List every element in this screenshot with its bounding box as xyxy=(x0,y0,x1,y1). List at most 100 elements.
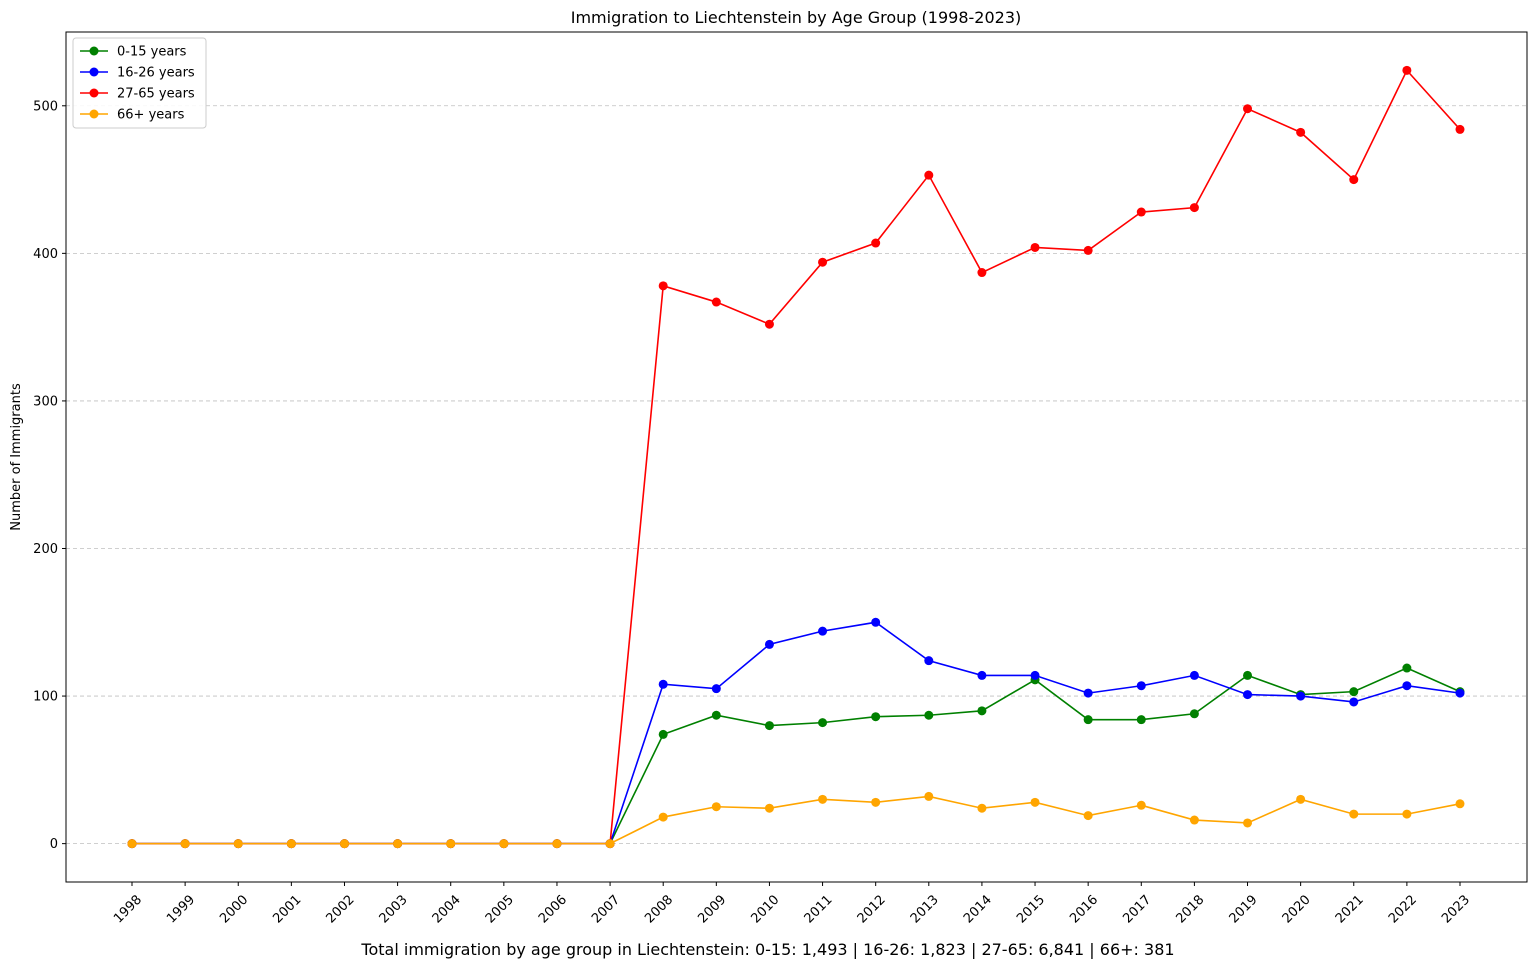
data-point xyxy=(1296,794,1306,804)
x-tick-label: 2018 xyxy=(1173,892,1207,926)
data-point xyxy=(1136,207,1146,217)
x-tick-label: 2022 xyxy=(1386,892,1420,926)
data-point xyxy=(1189,203,1199,213)
data-point xyxy=(1455,799,1465,809)
data-point xyxy=(924,656,934,666)
x-tick-label: 2013 xyxy=(908,892,942,926)
data-point xyxy=(1402,681,1412,691)
data-point xyxy=(818,794,828,804)
data-point xyxy=(658,281,668,291)
plot-frame xyxy=(65,31,1528,883)
data-point xyxy=(1243,818,1253,828)
data-point xyxy=(1083,811,1093,821)
data-point xyxy=(977,706,987,716)
data-point xyxy=(764,803,774,813)
data-point xyxy=(1136,800,1146,810)
legend-marker xyxy=(89,88,99,98)
data-point xyxy=(1402,663,1412,673)
series-line xyxy=(132,621,1461,845)
y-axis-label: Number of Immigrants xyxy=(9,383,24,531)
data-point xyxy=(499,839,509,849)
series-66-years xyxy=(127,791,1465,849)
data-point xyxy=(1349,809,1359,819)
data-point xyxy=(977,268,987,278)
legend-label: 66+ years xyxy=(117,108,185,123)
data-point xyxy=(1189,815,1199,825)
gridlines xyxy=(66,105,1527,845)
x-tick-label: 2008 xyxy=(642,892,676,926)
data-point xyxy=(1243,690,1253,700)
data-point xyxy=(977,803,987,813)
data-point xyxy=(711,684,721,694)
x-tick-label: 2003 xyxy=(377,892,411,926)
series-16-26-years xyxy=(127,617,1465,849)
y-tick-label: 300 xyxy=(33,394,58,409)
data-point xyxy=(711,297,721,307)
x-tick-label: 2016 xyxy=(1067,892,1101,926)
data-point xyxy=(658,729,668,739)
x-tick-label: 2000 xyxy=(217,892,251,926)
data-point xyxy=(1083,688,1093,698)
series-0-15-years xyxy=(127,663,1465,849)
x-tick-label: 2006 xyxy=(536,892,570,926)
line-chart: Immigration to Liechtenstein by Age Grou… xyxy=(9,8,1528,926)
y-tick-label: 500 xyxy=(33,99,58,114)
y-tick-label: 200 xyxy=(33,542,58,557)
x-tick-label: 2011 xyxy=(802,892,836,926)
data-point xyxy=(1402,809,1412,819)
y-axis-ticks: 0 100 200 300 400 500 xyxy=(33,99,66,852)
data-point xyxy=(1402,65,1412,75)
legend-item: 16-26 years xyxy=(80,66,195,81)
data-point xyxy=(605,839,615,849)
data-point xyxy=(180,839,190,849)
data-point xyxy=(1243,104,1253,114)
x-tick-label: 2017 xyxy=(1120,892,1154,926)
data-point xyxy=(1189,709,1199,719)
legend-marker xyxy=(89,67,99,77)
data-point xyxy=(871,617,881,627)
x-tick-label: 2004 xyxy=(430,892,464,926)
series-line xyxy=(132,795,1461,845)
x-tick-label: 2002 xyxy=(324,892,358,926)
x-tick-label: 2023 xyxy=(1439,892,1473,926)
legend: 0-15 years 16-26 years 27-65 years 66+ year… xyxy=(72,37,207,129)
data-point xyxy=(286,839,296,849)
legend-label: 0-15 years xyxy=(117,45,187,60)
y-tick-label: 0 xyxy=(50,837,58,852)
data-point xyxy=(711,710,721,720)
data-point xyxy=(1243,670,1253,680)
legend-label: 27-65 years xyxy=(117,87,195,102)
data-point xyxy=(1030,242,1040,252)
x-tick-label: 2005 xyxy=(483,892,517,926)
x-tick-label: 2014 xyxy=(961,892,995,926)
x-tick-label: 2009 xyxy=(695,892,729,926)
x-axis-ticks: 1998 1999 2000 2001 2002 2003 2004 2005 2006 2007… xyxy=(111,882,1473,926)
data-point xyxy=(924,170,934,180)
data-point xyxy=(818,626,828,636)
data-point xyxy=(1083,245,1093,255)
legend-marker xyxy=(89,109,99,119)
x-tick-label: 2001 xyxy=(270,892,304,926)
legend-marker xyxy=(89,46,99,56)
series-group xyxy=(127,65,1465,849)
data-point xyxy=(1349,697,1359,707)
data-point xyxy=(339,839,349,849)
series-line xyxy=(132,68,1461,845)
data-point xyxy=(924,791,934,801)
chart-title: Immigration to Liechtenstein by Age Grou… xyxy=(571,8,1022,27)
data-point xyxy=(1349,687,1359,697)
data-point xyxy=(1030,797,1040,807)
y-tick-label: 400 xyxy=(33,247,58,262)
x-tick-label: 2015 xyxy=(1014,892,1048,926)
data-point xyxy=(658,812,668,822)
data-point xyxy=(977,670,987,680)
legend-label: 16-26 years xyxy=(117,66,195,81)
data-point xyxy=(871,712,881,722)
footer-summary: Total immigration by age group in Liecht… xyxy=(361,940,1175,959)
data-point xyxy=(1455,688,1465,698)
data-point xyxy=(127,839,137,849)
legend-box xyxy=(72,37,207,129)
legend-item: 27-65 years xyxy=(80,87,195,102)
x-tick-label: 1998 xyxy=(111,892,145,926)
data-point xyxy=(818,257,828,267)
